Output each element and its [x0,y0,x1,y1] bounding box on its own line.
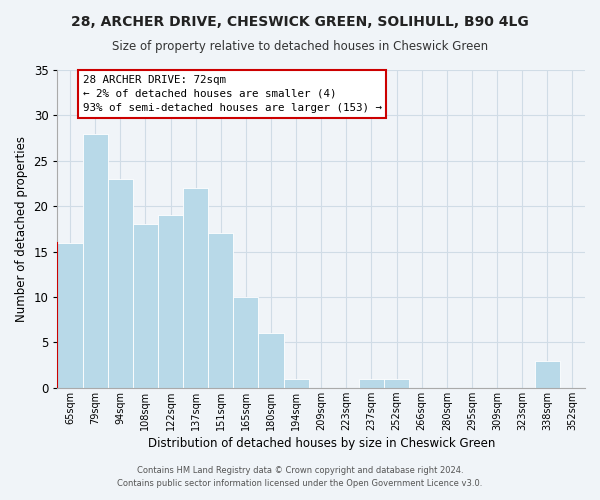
Bar [133,224,158,388]
Bar [384,378,409,388]
Bar [359,378,384,388]
Bar [284,378,308,388]
Text: Size of property relative to detached houses in Cheswick Green: Size of property relative to detached ho… [112,40,488,53]
Y-axis label: Number of detached properties: Number of detached properties [15,136,28,322]
Bar [535,360,560,388]
Bar [183,188,208,388]
Bar [83,134,108,388]
Text: 28 ARCHER DRIVE: 72sqm
← 2% of detached houses are smaller (4)
93% of semi-detac: 28 ARCHER DRIVE: 72sqm ← 2% of detached … [83,74,382,114]
Bar [259,334,284,388]
Bar [58,242,83,388]
Bar [233,297,259,388]
Text: 28, ARCHER DRIVE, CHESWICK GREEN, SOLIHULL, B90 4LG: 28, ARCHER DRIVE, CHESWICK GREEN, SOLIHU… [71,15,529,29]
Bar [158,216,183,388]
Bar [208,234,233,388]
Text: Contains HM Land Registry data © Crown copyright and database right 2024.
Contai: Contains HM Land Registry data © Crown c… [118,466,482,487]
X-axis label: Distribution of detached houses by size in Cheswick Green: Distribution of detached houses by size … [148,437,495,450]
Bar [108,179,133,388]
